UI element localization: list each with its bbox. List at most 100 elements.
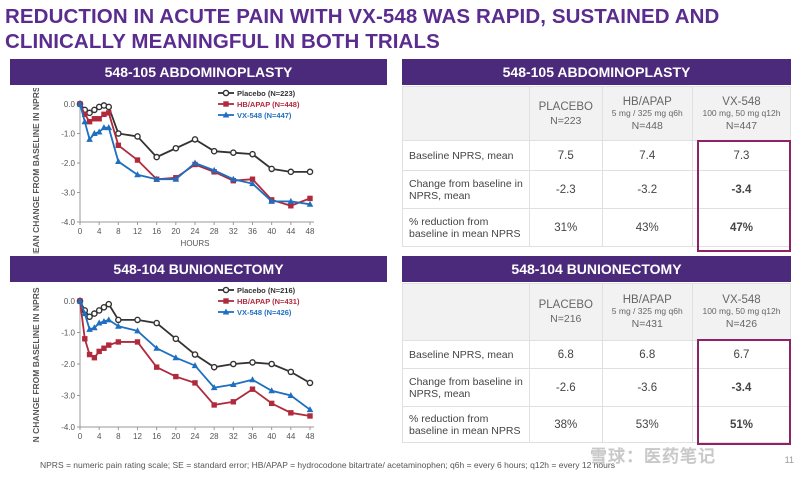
cell-highlight: 47% bbox=[691, 208, 792, 247]
x-tick-label: 48 bbox=[306, 227, 315, 236]
data-point-hb bbox=[86, 119, 93, 125]
chart-1-banner: 548-105 ABDOMINOPLASTY bbox=[10, 59, 387, 85]
cell: 53% bbox=[601, 406, 693, 443]
data-point-placebo bbox=[191, 351, 199, 358]
data-point-placebo bbox=[134, 133, 141, 140]
table-2-col-name: HB/APAP bbox=[622, 294, 672, 306]
x-tick-label: 8 bbox=[116, 227, 121, 236]
data-point-vx bbox=[86, 135, 93, 142]
data-point-placebo bbox=[95, 307, 103, 314]
table-1-col-n: N=447 bbox=[725, 119, 758, 132]
x-tick-label: 4 bbox=[97, 227, 102, 236]
x-tick-label: 0 bbox=[78, 432, 83, 441]
cell: -2.3 bbox=[529, 170, 603, 209]
data-point-vx bbox=[287, 197, 295, 204]
x-axis-label: HOURS bbox=[181, 239, 210, 248]
data-point-vx bbox=[86, 325, 93, 332]
x-tick-label: 44 bbox=[286, 227, 295, 236]
data-point-vx bbox=[153, 344, 160, 351]
y-tick-label: -3.0 bbox=[61, 189, 75, 198]
legend-label: VX-548 (N=447) bbox=[237, 111, 292, 120]
table-1-col-name: VX-548 bbox=[722, 95, 761, 108]
legend-marker bbox=[222, 89, 230, 97]
table-row: % reduction from baseline in mean NPRS 3… bbox=[402, 208, 792, 247]
data-point-placebo bbox=[210, 147, 218, 155]
y-tick-label: -1.0 bbox=[61, 130, 75, 139]
watermark: 雪球：医药笔记 bbox=[590, 447, 716, 466]
table-2-col-dose: 5 mg / 325 mg q6h bbox=[611, 306, 683, 316]
x-tick-label: 20 bbox=[171, 432, 180, 441]
data-point-vx bbox=[153, 175, 160, 182]
legend-label: VX-548 (N=426) bbox=[237, 308, 292, 317]
x-tick-label: 24 bbox=[191, 432, 200, 441]
data-point-hb bbox=[192, 380, 198, 386]
cell-highlight: -3.4 bbox=[691, 170, 792, 209]
data-point-vx bbox=[172, 175, 180, 182]
x-tick-label: 4 bbox=[97, 432, 102, 441]
data-point-vx bbox=[115, 158, 122, 165]
data-point-hb bbox=[91, 116, 98, 122]
data-point-hb bbox=[307, 195, 313, 202]
x-tick-label: 36 bbox=[248, 227, 257, 236]
cell: -3.2 bbox=[601, 170, 693, 209]
data-point-placebo bbox=[172, 335, 180, 343]
data-point-vx bbox=[134, 327, 141, 334]
table-1-corner bbox=[402, 86, 530, 141]
table-2-col-n: N=431 bbox=[631, 318, 663, 330]
legend-label: HB/APAP (N=448) bbox=[237, 100, 300, 109]
data-point-placebo bbox=[115, 316, 122, 324]
table-2-col-name: PLACEBO bbox=[538, 299, 593, 311]
row-label: % reduction from baseline in mean NPRS bbox=[402, 208, 530, 247]
data-point-hb bbox=[134, 157, 141, 163]
table-1-col-vx: VX-548 100 mg, 50 mg q12h N=447 bbox=[691, 86, 792, 141]
y-tick-label: -4.0 bbox=[61, 218, 75, 227]
table-1-col-hb: HB/APAP 5 mg / 325 mg q6h N=448 bbox=[601, 86, 693, 141]
data-point-placebo bbox=[105, 300, 113, 308]
chart-2-banner: 548-104 BUNIONECTOMY bbox=[10, 256, 387, 282]
cell: 43% bbox=[601, 208, 693, 247]
cell: 7.5 bbox=[529, 140, 603, 171]
row-label: Change from baseline in NPRS, mean bbox=[402, 368, 530, 407]
data-point-placebo bbox=[191, 136, 199, 143]
data-point-placebo bbox=[230, 360, 237, 368]
data-point-vx bbox=[105, 316, 113, 323]
y-axis-label: MEAN CHANGE FROM BASELINE IN NPRS ± SE bbox=[31, 285, 41, 443]
data-point-placebo bbox=[306, 379, 314, 387]
data-point-placebo bbox=[91, 310, 98, 317]
data-point-vx bbox=[210, 166, 218, 173]
data-point-hb bbox=[101, 111, 107, 118]
data-point-hb bbox=[91, 355, 98, 361]
data-point-vx bbox=[230, 175, 237, 182]
table-2-header: PLACEBO N=216 HB/APAP 5 mg / 325 mg q6h … bbox=[402, 283, 792, 341]
table-row: Baseline NPRS, mean 7.5 7.4 7.3 bbox=[402, 140, 792, 171]
data-point-placebo bbox=[134, 316, 141, 324]
x-tick-label: 24 bbox=[191, 227, 200, 236]
cell: 6.8 bbox=[529, 340, 603, 369]
data-point-placebo bbox=[249, 359, 256, 366]
cell: -2.6 bbox=[529, 368, 603, 407]
data-point-hb bbox=[211, 402, 217, 408]
table-1-banner: 548-105 ABDOMINOPLASTY bbox=[402, 59, 791, 85]
chart-1-svg: MEAN CHANGE FROM BASELINE IN NPRS ± SE 0.… bbox=[31, 65, 315, 260]
data-point-hb bbox=[115, 142, 122, 148]
chart-2-svg: MEAN CHANGE FROM BASELINE IN NPRS ± SE 0.… bbox=[31, 266, 315, 461]
data-point-hb bbox=[106, 110, 112, 116]
data-point-vx bbox=[76, 297, 84, 304]
table-1: PLACEBO N=223 HB/APAP 5 mg / 325 mg q6h … bbox=[402, 86, 792, 247]
data-point-vx bbox=[134, 171, 141, 178]
y-tick-label: -2.0 bbox=[61, 360, 75, 369]
table-2-col-dose: 100 mg, 50 mg q12h bbox=[702, 306, 781, 316]
series-line-hb bbox=[79, 300, 311, 417]
data-point-placebo bbox=[153, 319, 160, 327]
cell: -3.6 bbox=[601, 368, 693, 407]
data-point-vx bbox=[249, 376, 256, 383]
data-point-hb bbox=[153, 364, 160, 370]
data-point-vx bbox=[287, 392, 295, 398]
data-point-vx bbox=[81, 118, 89, 125]
data-point-vx bbox=[95, 128, 103, 135]
row-label: Change from baseline in NPRS, mean bbox=[402, 170, 530, 209]
data-point-vx bbox=[249, 180, 256, 187]
legend-marker bbox=[222, 308, 230, 315]
data-point-hb bbox=[96, 116, 102, 122]
data-point-hb bbox=[288, 410, 294, 416]
